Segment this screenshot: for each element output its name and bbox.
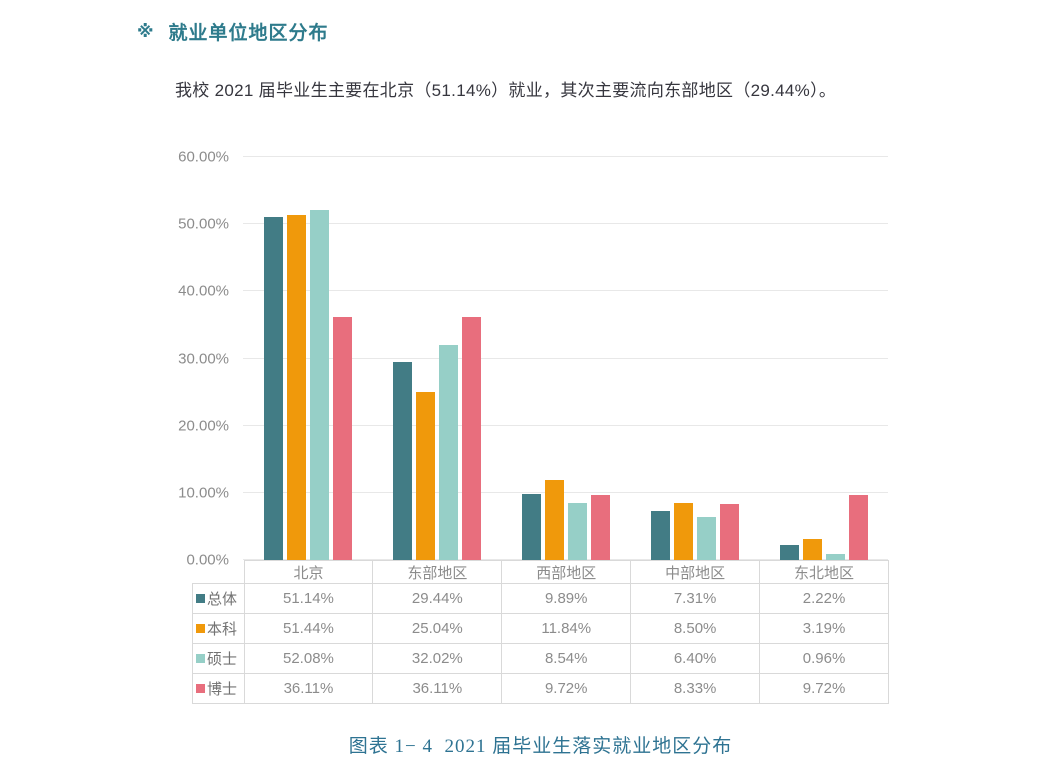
series-name: 硕士 <box>207 651 238 668</box>
employment-region-chart: 0.00% 10.00% 20.00% 30.00% 40.00% 50.00% 60.00… <box>178 150 889 704</box>
section-marker-icon: ※ <box>137 22 154 41</box>
y-axis-tick-label: 50.00% <box>178 215 229 233</box>
bar-硕士 <box>438 344 458 560</box>
x-axis-category-label: 北京 <box>243 560 374 584</box>
bar-博士 <box>848 494 868 560</box>
table-row: 总体 51.14% 29.44% 9.89% 7.31% 2.22% <box>192 583 889 614</box>
x-axis-category-label: 中部地区 <box>630 560 761 584</box>
category-header-row: 北京 东部地区 西部地区 中部地区 东北地区 <box>193 560 889 584</box>
bar-总体 <box>263 216 283 560</box>
legend-label: 本科 <box>192 613 245 644</box>
bar-本科 <box>415 391 435 560</box>
bar-group <box>243 157 372 560</box>
table-value: 9.72% <box>501 673 632 704</box>
bar-group <box>630 157 759 560</box>
legend-swatch <box>196 654 205 663</box>
table-value: 0.96% <box>759 643 889 674</box>
gridline <box>243 491 888 493</box>
table-row: 本科 51.44% 25.04% 11.84% 8.50% 3.19% <box>192 613 889 644</box>
table-value: 3.19% <box>759 613 889 644</box>
figure-caption: 图表 1− 4 2021 届毕业生落实就业地区分布 <box>348 736 733 757</box>
y-axis-tick-label: 40.00% <box>178 282 229 300</box>
bar-本科 <box>802 538 822 560</box>
series-name: 总体 <box>207 591 238 608</box>
x-axis-category-label: 东部地区 <box>372 560 503 584</box>
bar-硕士 <box>825 553 845 560</box>
legend-label: 硕士 <box>192 643 245 674</box>
bar-博士 <box>332 317 352 560</box>
x-axis-category-label: 东北地区 <box>759 560 889 584</box>
table-value: 29.44% <box>372 583 503 614</box>
bar-硕士 <box>567 502 587 560</box>
section-header: ※ 就业单位地区分布 <box>137 18 329 45</box>
section-title: 就业单位地区分布 <box>168 23 329 44</box>
table-value: 8.50% <box>630 613 761 644</box>
y-axis-tick-label: 20.00% <box>178 417 229 435</box>
bar-总体 <box>779 545 799 560</box>
y-axis-tick-label: 10.00% <box>178 484 229 502</box>
table-value: 8.54% <box>501 643 632 674</box>
series-name: 本科 <box>207 621 238 638</box>
table-value: 36.11% <box>372 673 503 704</box>
bar-本科 <box>286 214 306 560</box>
bar-group <box>372 157 501 560</box>
legend-swatch <box>196 594 205 603</box>
plot-area: 0.00% 10.00% 20.00% 30.00% 40.00% 50.00% 60.00… <box>178 150 888 568</box>
legend-label: 博士 <box>192 673 245 704</box>
table-value: 9.72% <box>759 673 889 704</box>
intro-text: 我校 2021 届毕业生主要在北京（51.14%）就业，其次主要流向东部地区（2… <box>175 81 837 100</box>
y-axis-tick-label: 60.00% <box>178 148 229 166</box>
table-value: 8.33% <box>630 673 761 704</box>
gridline <box>243 424 888 426</box>
table-value: 36.11% <box>243 673 374 704</box>
table-value: 51.44% <box>243 613 374 644</box>
y-axis-tick-label: 0.00% <box>186 551 229 569</box>
bar-group <box>759 157 888 560</box>
gridline <box>243 357 888 359</box>
bar-博士 <box>719 504 739 560</box>
y-axis-tick-label: 30.00% <box>178 350 229 367</box>
table-value: 6.40% <box>630 643 761 674</box>
bar-总体 <box>650 510 670 560</box>
series-name: 博士 <box>207 681 238 698</box>
table-value: 7.31% <box>630 583 761 614</box>
table-value: 25.04% <box>372 613 503 644</box>
gridline <box>243 223 888 225</box>
bar-本科 <box>673 502 693 560</box>
gridline <box>243 156 888 157</box>
data-table: 北京 东部地区 西部地区 中部地区 东北地区总体 51.14% 29.44% 9.89% 7.3… <box>192 560 889 704</box>
bar-硕士 <box>309 210 329 560</box>
legend-swatch <box>196 624 205 633</box>
table-row: 硕士 52.08% 32.02% 8.54% 6.40% 0.96% <box>192 643 889 674</box>
bar-总体 <box>392 362 412 560</box>
gridline <box>243 290 888 292</box>
table-value: 9.89% <box>501 583 632 614</box>
table-value: 32.02% <box>372 643 503 674</box>
legend-swatch <box>196 684 205 693</box>
bar-本科 <box>544 480 564 560</box>
table-value: 2.22% <box>759 583 889 614</box>
gridline <box>243 559 888 560</box>
table-row: 博士 36.11% 36.11% 9.72% 8.33% 9.72% <box>192 673 889 704</box>
bar-博士 <box>590 494 610 560</box>
table-value: 52.08% <box>243 643 374 674</box>
x-axis-category-label: 西部地区 <box>501 560 632 584</box>
bar-总体 <box>521 493 541 560</box>
legend-label: 总体 <box>192 583 245 614</box>
bar-group <box>501 157 630 560</box>
bar-博士 <box>461 317 481 560</box>
table-value: 51.14% <box>243 583 374 614</box>
bar-硕士 <box>696 517 716 560</box>
table-value: 11.84% <box>501 613 632 644</box>
